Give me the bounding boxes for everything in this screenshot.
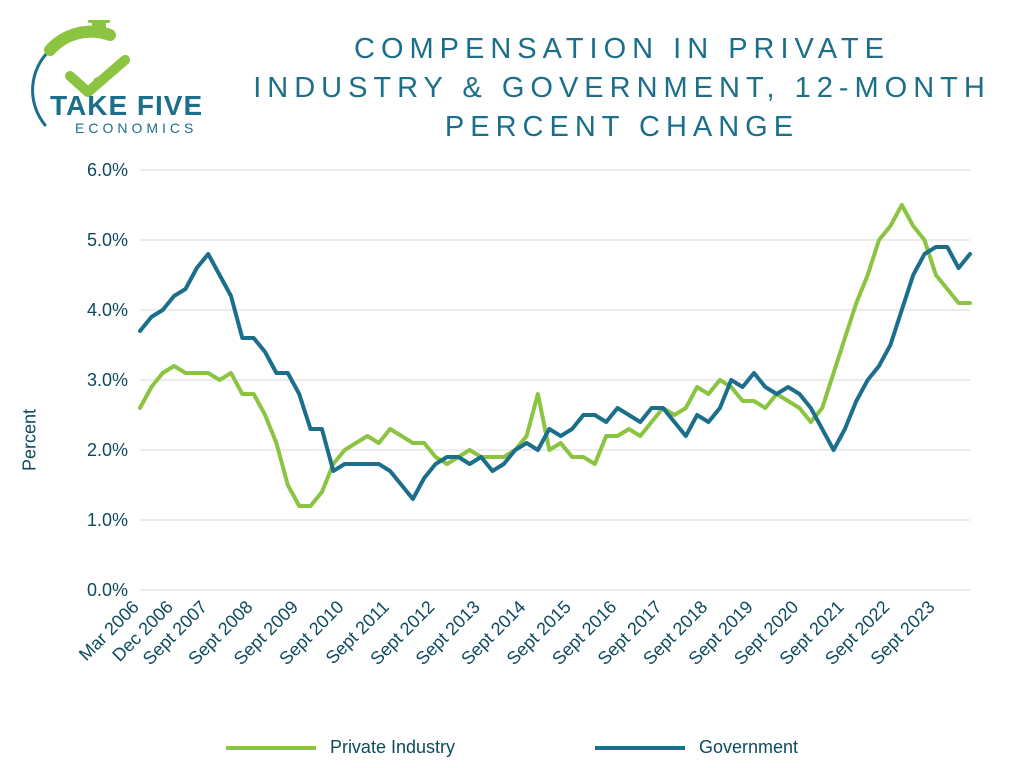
chart-title: COMPENSATION IN PRIVATE INDUSTRY & GOVER… xyxy=(250,20,994,147)
line-chart: 0.0%1.0%2.0%3.0%4.0%5.0%6.0%Mar 2006Dec … xyxy=(60,160,990,720)
legend-item-private: Private Industry xyxy=(226,737,455,758)
svg-text:3.0%: 3.0% xyxy=(87,370,128,390)
svg-text:ECONOMICS: ECONOMICS xyxy=(75,120,197,136)
svg-text:2.0%: 2.0% xyxy=(87,440,128,460)
svg-text:TAKE FIVE: TAKE FIVE xyxy=(50,90,203,121)
svg-text:1.0%: 1.0% xyxy=(87,510,128,530)
legend-label: Government xyxy=(699,737,798,758)
legend-label: Private Industry xyxy=(330,737,455,758)
legend-item-government: Government xyxy=(595,737,798,758)
svg-text:5.0%: 5.0% xyxy=(87,230,128,250)
legend-swatch-government xyxy=(595,746,685,750)
chart-container: Percent 0.0%1.0%2.0%3.0%4.0%5.0%6.0%Mar … xyxy=(60,160,990,720)
svg-text:6.0%: 6.0% xyxy=(87,160,128,180)
y-axis-label: Percent xyxy=(20,409,41,471)
brand-logo: TAKE FIVE ECONOMICS xyxy=(20,20,250,150)
chart-legend: Private Industry Government xyxy=(0,737,1024,758)
svg-text:4.0%: 4.0% xyxy=(87,300,128,320)
svg-text:0.0%: 0.0% xyxy=(87,580,128,600)
legend-swatch-private xyxy=(226,746,316,750)
